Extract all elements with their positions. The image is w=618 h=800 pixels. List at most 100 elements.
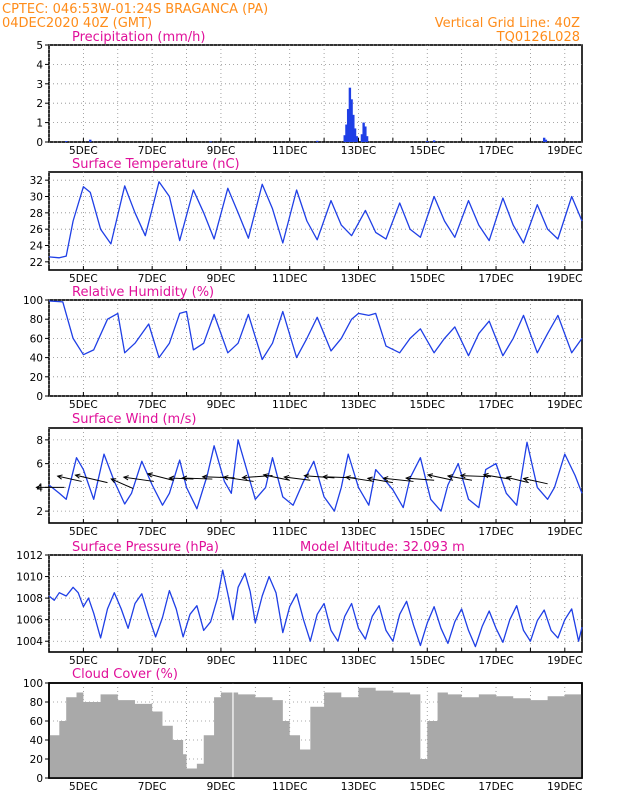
x-tick-label: 15DEC [410,399,445,411]
wind-vector [447,475,473,481]
x-tick-label: 13DEC [341,526,376,538]
precipitation-bar [432,140,436,142]
x-tick-label: 15DEC [410,526,445,538]
wind-vector-head [522,476,529,482]
wind-vector-head [482,472,489,479]
y-tick-label: 4 [36,482,43,494]
y-tick-label: 0 [36,773,43,785]
y-tick-label: 1004 [16,636,43,648]
x-tick-label: 17DEC [478,781,513,793]
wind-vector [223,476,254,482]
y-tick-label: 6 [36,459,43,471]
wind-vector-head [74,473,81,479]
temperature-panel: Surface Temperature (nC) 5DEC 7DEC 9DEC 11D… [30,157,583,285]
wind-line [48,439,583,512]
y-tick-label: 80 [30,697,43,709]
precipitation-bar [355,136,358,142]
wind-vector-head [505,475,512,481]
x-tick-label: 7DEC [138,399,167,411]
plot-frame-overlay [48,682,583,779]
forecast-start-date: 04DEC2020 40Z (GMT) [2,16,152,31]
y-tick-label: 32 [30,175,43,187]
wind-vector-head [426,473,434,479]
y-tick-label: 1 [36,118,43,130]
wind-vector [75,474,108,484]
x-tick-label: 7DEC [138,781,167,793]
wind-vector-head [262,473,269,479]
wind-vector-head [168,475,175,481]
wind-vector [506,476,529,484]
wind-vector [57,475,82,482]
precipitation-bar [345,124,348,142]
wind-vector-head [382,476,389,482]
x-tick-label: 13DEC [341,655,376,667]
x-tick-label: 19DEC [547,145,582,157]
wind-vector-head [459,473,466,479]
y-tick-label: 60 [30,333,43,345]
wind-vector-head [110,478,117,484]
y-tick-label: 20 [30,754,43,766]
precipitation-bar [343,135,346,142]
wind-vector [111,478,134,490]
precipitation-bar [426,141,429,142]
x-tick-label: 17DEC [478,655,513,667]
wind-vector-head [181,475,188,481]
precipitation-bar [350,99,353,142]
y-tick-label: 40 [30,735,43,747]
pressure-line [48,569,583,648]
precipitation-bar [362,122,365,142]
wind-vector-head [146,472,153,478]
x-tick-label: 11DEC [272,399,307,411]
cloud-cover-panel: Cloud Cover (%) 5DEC 7DEC 9DEC 11DEC 13DEC 15… [23,667,583,793]
plot-frame [48,171,583,271]
y-tick-label: 24 [30,241,44,253]
temperature-title: Surface Temperature (nC) [72,157,240,172]
x-tick-label: 17DEC [478,145,513,157]
y-tick-label: 100 [23,295,43,307]
y-tick-label: 3 [36,79,43,91]
wind-vector [345,476,375,482]
wind-panel: Surface Wind (m/s) 5DEC 7DEC 9DEC 11DEC 13DE… [35,412,583,538]
x-tick-label: 9DEC [207,145,236,157]
x-tick-label: 9DEC [207,399,236,411]
x-tick-label: 9DEC [207,273,236,285]
y-tick-label: 1008 [16,593,43,605]
y-tick-label: 28 [30,208,43,220]
precipitation-title: Precipitation (mm/h) [72,30,205,45]
precipitation-bar [353,128,357,142]
y-tick-label: 30 [30,192,43,204]
x-tick-label: 19DEC [547,273,582,285]
x-tick-label: 5DEC [69,781,98,793]
x-tick-label: 11DEC [272,145,307,157]
x-tick-label: 19DEC [547,655,582,667]
wind-vector-head [35,484,42,491]
y-tick-label: 1010 [16,572,43,584]
wind-vector-head [56,474,63,480]
y-tick-label: 60 [30,716,43,728]
rh-line [48,300,583,361]
wind-vector-head [303,473,310,479]
precipitation-bar [544,139,548,142]
temp-line [48,181,583,259]
y-tick-label: 0 [36,137,43,149]
vertical-grid-line-label: Vertical Grid Line: 40Z [435,16,580,31]
y-tick-label: 2 [36,506,43,518]
wind-vector [383,477,414,482]
x-tick-label: 7DEC [138,273,167,285]
x-tick-label: 9DEC [207,781,236,793]
wind-vector [523,477,548,485]
x-tick-label: 17DEC [478,273,513,285]
x-tick-label: 7DEC [138,145,167,157]
x-tick-label: 5DEC [69,655,98,667]
x-tick-label: 13DEC [341,273,376,285]
x-tick-label: 7DEC [138,526,167,538]
wind-vector [427,474,454,481]
x-tick-label: 19DEC [547,526,582,538]
x-tick-label: 11DEC [272,781,307,793]
x-tick-label: 11DEC [272,655,307,667]
y-tick-label: 26 [30,224,44,236]
x-tick-label: 13DEC [341,781,376,793]
station-title: CPTEC: 046:53W-01:24S BRAGANCA (PA) [2,2,268,17]
wind-vector-head [344,475,351,481]
